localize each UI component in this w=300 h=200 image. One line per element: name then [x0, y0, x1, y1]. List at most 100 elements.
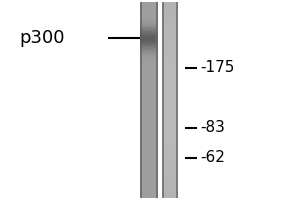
Bar: [162, 141, 164, 143]
Bar: [162, 143, 164, 145]
Bar: [140, 159, 142, 161]
Bar: [162, 82, 164, 84]
Bar: [140, 155, 158, 157]
Bar: [140, 141, 142, 143]
Bar: [156, 98, 158, 100]
Bar: [162, 14, 178, 16]
Bar: [162, 174, 178, 176]
Bar: [140, 173, 142, 174]
Bar: [162, 71, 164, 73]
Bar: [156, 149, 158, 151]
Bar: [176, 178, 178, 180]
Bar: [140, 127, 142, 129]
Bar: [140, 196, 158, 198]
Bar: [156, 131, 158, 133]
Bar: [162, 63, 164, 65]
Bar: [176, 141, 178, 143]
Bar: [162, 127, 164, 129]
Bar: [176, 116, 178, 118]
Bar: [162, 120, 178, 122]
Bar: [140, 171, 142, 173]
Bar: [140, 10, 142, 12]
Bar: [140, 24, 158, 26]
Bar: [156, 78, 158, 80]
Bar: [156, 173, 158, 174]
Bar: [140, 129, 158, 131]
Bar: [156, 39, 158, 41]
Bar: [162, 116, 178, 118]
Bar: [162, 157, 178, 159]
Bar: [162, 145, 178, 147]
Bar: [140, 2, 158, 4]
Bar: [140, 104, 158, 106]
Bar: [140, 71, 158, 73]
Bar: [162, 108, 178, 110]
Bar: [156, 159, 158, 161]
Bar: [162, 102, 164, 104]
Bar: [156, 41, 158, 43]
Bar: [156, 196, 158, 198]
Bar: [140, 2, 142, 4]
Bar: [156, 118, 158, 120]
Bar: [162, 12, 178, 14]
Bar: [140, 53, 158, 55]
Bar: [156, 94, 158, 96]
Bar: [156, 135, 158, 137]
Bar: [162, 49, 178, 51]
Bar: [156, 8, 158, 10]
Bar: [140, 192, 142, 194]
Bar: [162, 122, 164, 124]
Bar: [162, 104, 164, 106]
Bar: [176, 102, 178, 104]
Bar: [140, 190, 158, 192]
Bar: [156, 127, 158, 129]
Bar: [140, 149, 142, 151]
Bar: [176, 59, 178, 61]
Bar: [162, 92, 164, 94]
Bar: [140, 98, 142, 100]
Bar: [162, 92, 178, 94]
Bar: [140, 63, 158, 65]
Bar: [162, 55, 164, 57]
Bar: [156, 151, 158, 153]
Bar: [162, 135, 178, 137]
Bar: [176, 24, 178, 26]
Bar: [162, 161, 178, 163]
Bar: [162, 141, 178, 143]
Bar: [140, 147, 142, 149]
Bar: [162, 129, 178, 131]
Bar: [140, 116, 158, 118]
Bar: [162, 78, 164, 80]
Bar: [176, 153, 178, 155]
Bar: [176, 112, 178, 114]
Bar: [162, 122, 178, 124]
Bar: [176, 94, 178, 96]
Bar: [140, 39, 158, 41]
Bar: [140, 116, 142, 118]
Bar: [156, 102, 158, 104]
Bar: [176, 69, 178, 71]
Bar: [140, 22, 158, 24]
Bar: [140, 94, 142, 96]
Bar: [162, 45, 178, 47]
Bar: [162, 63, 178, 65]
Bar: [140, 20, 142, 22]
Bar: [156, 12, 158, 14]
Bar: [162, 108, 164, 110]
Bar: [176, 78, 178, 80]
Bar: [140, 112, 142, 114]
Bar: [162, 159, 178, 161]
Bar: [140, 45, 158, 47]
Bar: [140, 49, 142, 51]
Bar: [176, 110, 178, 112]
Bar: [140, 171, 158, 173]
Bar: [162, 110, 164, 112]
Bar: [156, 125, 158, 127]
Bar: [162, 159, 164, 161]
Bar: [140, 129, 142, 131]
Bar: [162, 100, 164, 102]
Bar: [162, 8, 178, 10]
Bar: [176, 108, 178, 110]
Bar: [140, 124, 142, 125]
Bar: [140, 26, 158, 27]
